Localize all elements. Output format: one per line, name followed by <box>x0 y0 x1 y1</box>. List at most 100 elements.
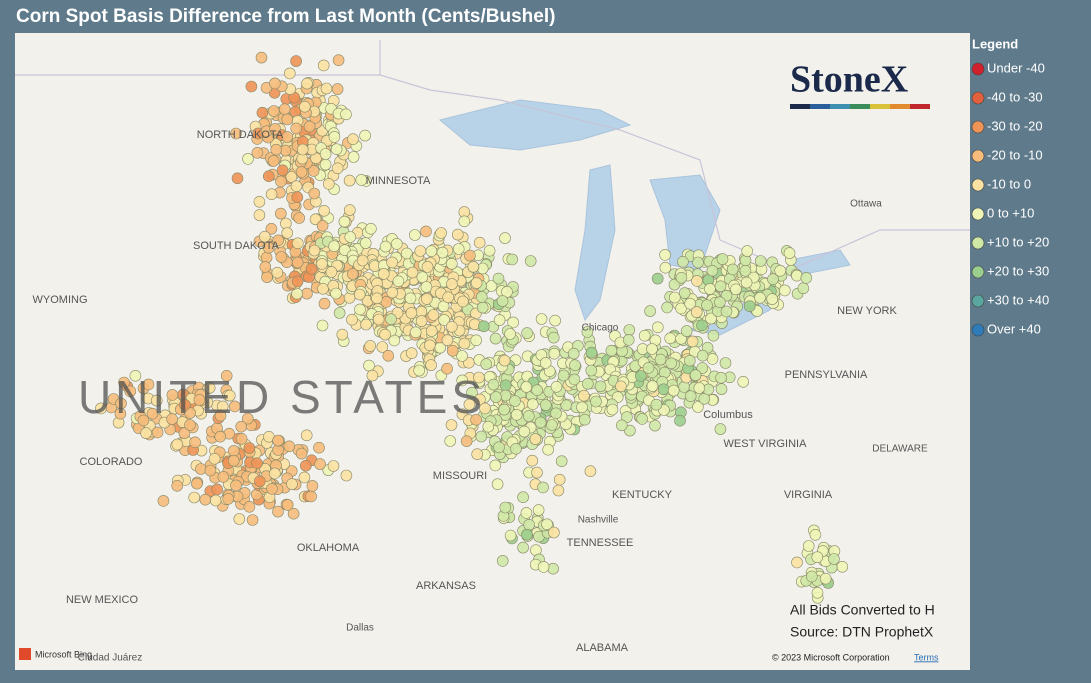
dot <box>300 429 313 442</box>
dot <box>691 275 703 287</box>
dot <box>191 477 203 490</box>
dot <box>638 329 651 342</box>
dot <box>346 268 359 280</box>
dot <box>568 373 581 386</box>
dot <box>675 271 688 284</box>
dot <box>214 430 226 443</box>
map-label: MINNESOTA <box>366 175 431 187</box>
dot <box>534 416 547 429</box>
dot <box>438 314 450 326</box>
dot <box>253 196 266 208</box>
dot <box>371 292 383 305</box>
dot <box>203 381 216 394</box>
dot <box>343 204 356 216</box>
dot <box>251 457 263 470</box>
dot <box>518 425 531 438</box>
dot <box>520 381 533 393</box>
dot <box>489 459 502 472</box>
map-label: Ottawa <box>850 199 882 210</box>
dot <box>356 254 369 267</box>
dot <box>705 312 717 325</box>
map-label: UNITED STATES <box>78 371 486 423</box>
logo-stripe <box>870 104 890 109</box>
dot <box>487 378 500 391</box>
dot <box>642 362 655 374</box>
dot <box>233 513 246 525</box>
map-label: OKLAHOMA <box>297 542 360 554</box>
dot <box>414 245 427 257</box>
dot <box>444 435 457 447</box>
dot <box>532 504 545 516</box>
dot <box>557 369 570 382</box>
dot <box>696 349 709 362</box>
dot <box>275 251 288 263</box>
dot <box>680 325 693 337</box>
dot <box>290 180 303 192</box>
dot <box>166 389 179 401</box>
dot <box>188 491 200 504</box>
dot <box>228 400 241 413</box>
dot <box>204 464 217 477</box>
dot <box>466 386 478 399</box>
dot <box>314 458 326 470</box>
dot <box>222 493 234 505</box>
dot <box>404 292 417 305</box>
logo-stripe <box>830 104 850 109</box>
dot <box>278 103 291 115</box>
map-label: SOUTH DAKOTA <box>193 240 280 252</box>
dot <box>542 443 554 456</box>
legend-marker <box>971 294 985 308</box>
dot <box>809 528 822 541</box>
dot <box>343 174 356 187</box>
dot <box>474 393 486 406</box>
dot <box>305 490 317 503</box>
dot <box>569 359 581 372</box>
dot <box>124 385 137 398</box>
dot <box>281 499 294 511</box>
dot <box>340 108 352 121</box>
dot <box>720 305 733 318</box>
dot <box>316 319 329 332</box>
dot <box>386 286 399 299</box>
dot <box>354 303 366 316</box>
map-label: WEST VIRGINIA <box>724 438 808 450</box>
dot <box>301 77 313 90</box>
dot <box>499 501 512 514</box>
dot <box>256 106 269 119</box>
dot <box>537 481 549 494</box>
dot <box>475 291 488 303</box>
dot <box>797 282 810 295</box>
dot <box>214 409 227 422</box>
dot <box>272 234 285 247</box>
dot <box>547 562 559 575</box>
legend-marker <box>971 323 985 337</box>
dot <box>330 287 342 300</box>
dot <box>650 398 663 411</box>
dot <box>420 293 433 305</box>
map-label: WYOMING <box>33 294 88 306</box>
dot <box>291 191 304 203</box>
dot <box>677 255 689 268</box>
dot <box>651 321 664 334</box>
dot <box>496 295 509 307</box>
dot <box>266 483 278 495</box>
logo-stripe <box>890 104 910 109</box>
legend-marker <box>971 178 985 192</box>
dot <box>376 341 389 353</box>
dot <box>701 299 713 312</box>
dot <box>265 223 278 235</box>
dot <box>510 442 522 455</box>
dot <box>290 55 302 67</box>
dot <box>425 325 438 337</box>
map-label: DELAWARE <box>872 444 928 455</box>
dot <box>405 347 418 360</box>
legend-label: +30 to +40 <box>987 292 1049 307</box>
map-label: Chicago <box>582 323 619 334</box>
dot <box>283 67 296 80</box>
dot <box>624 424 636 437</box>
terms-link[interactable]: Terms <box>914 652 939 662</box>
dot <box>555 455 568 468</box>
legend: Under -40 -40 to -30 -30 to -20 -20 to -10 -… <box>971 60 1049 337</box>
dot <box>319 148 332 160</box>
legend-marker <box>971 91 985 105</box>
